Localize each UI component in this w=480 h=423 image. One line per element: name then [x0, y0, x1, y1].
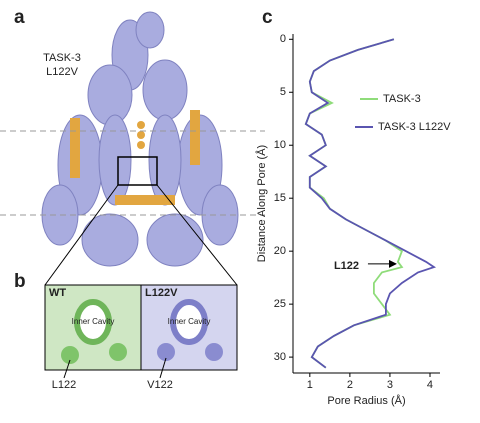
panel-letter: c: [262, 7, 273, 28]
y-tick-label: 20: [274, 245, 286, 257]
residue-pointer: [159, 357, 167, 379]
inset-surface: [61, 299, 223, 364]
legend-label: TASK-3: [383, 93, 421, 105]
x-tick-label: 2: [347, 379, 353, 391]
inset-title: L122V: [145, 287, 178, 299]
panel-label: L122V: [46, 66, 78, 78]
zoom-line: [156, 184, 238, 286]
zoom-line: [44, 184, 119, 286]
residue-pointer: [63, 359, 71, 379]
panel-letter: a: [14, 7, 25, 28]
residue-label: V122: [147, 379, 173, 391]
inset-title: WT: [49, 287, 66, 299]
x-tick-label: 3: [387, 379, 393, 391]
y-tick-label: 10: [274, 139, 286, 151]
series-line: [304, 38, 437, 369]
x-tick-label: 4: [427, 379, 433, 391]
x-tick-label: 1: [307, 379, 313, 391]
annotation: L122: [334, 260, 359, 272]
lipids: [70, 110, 200, 205]
legend-label: TASK-3 L122V: [378, 121, 451, 133]
panel-letter: b: [14, 271, 26, 292]
residue-label: L122: [52, 379, 76, 391]
y-tick-label: 30: [274, 351, 286, 363]
x-axis-title: Pore Radius (Å): [327, 394, 405, 407]
y-axis-title: Distance Along Pore (Å): [255, 145, 268, 262]
panel-label: TASK-3: [43, 52, 81, 64]
cavity-label: Inner Cavity: [168, 317, 211, 326]
y-tick-label: 5: [280, 86, 286, 98]
y-tick-label: 0: [280, 33, 286, 45]
y-tick-label: 15: [274, 192, 286, 204]
protein-structure: [41, 11, 239, 267]
y-tick-label: 25: [274, 298, 286, 310]
series-line: [304, 38, 404, 369]
zoom-box: [117, 156, 158, 186]
cavity-label: Inner Cavity: [72, 317, 115, 326]
